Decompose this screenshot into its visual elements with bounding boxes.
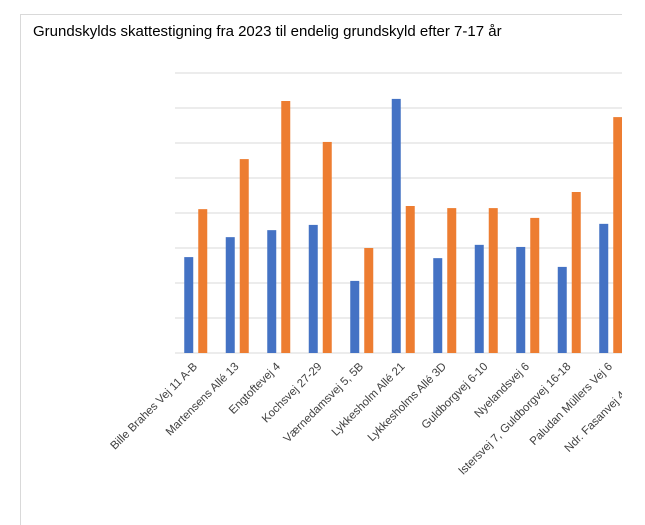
x-tick-label: Værnedamsvej 5, 5B xyxy=(282,361,367,446)
bar xyxy=(474,244,484,353)
x-tick-label: Lykkesholms Allé 3D xyxy=(366,361,449,444)
x-tick-label: Lykkesholm Allé 21 xyxy=(330,361,408,439)
bar xyxy=(488,208,498,353)
bar xyxy=(571,192,581,353)
bar xyxy=(364,248,374,353)
bar xyxy=(557,266,567,353)
bar xyxy=(225,237,235,353)
bar xyxy=(516,246,526,353)
bar xyxy=(308,224,318,353)
bar xyxy=(447,208,457,353)
chart-title: Grundskylds skattestigning fra 2023 til … xyxy=(33,23,502,40)
bar xyxy=(530,217,540,353)
bar xyxy=(281,101,291,353)
bar xyxy=(599,223,609,353)
x-tick-label: Paludan Müllers Vej 6 xyxy=(528,361,615,448)
bar xyxy=(613,117,622,353)
bar xyxy=(198,209,208,353)
bar xyxy=(239,159,249,353)
bar xyxy=(391,98,401,354)
bar xyxy=(322,141,332,353)
bar xyxy=(405,206,415,353)
chart-area: Grundskylds skattestigning fra 2023 til … xyxy=(20,14,622,525)
bar xyxy=(350,280,360,353)
x-tick-label: Martensens Allé 13 xyxy=(164,361,242,439)
chart-frame xyxy=(20,14,622,525)
bar xyxy=(433,258,443,353)
bar xyxy=(184,257,194,353)
bar xyxy=(267,230,277,353)
